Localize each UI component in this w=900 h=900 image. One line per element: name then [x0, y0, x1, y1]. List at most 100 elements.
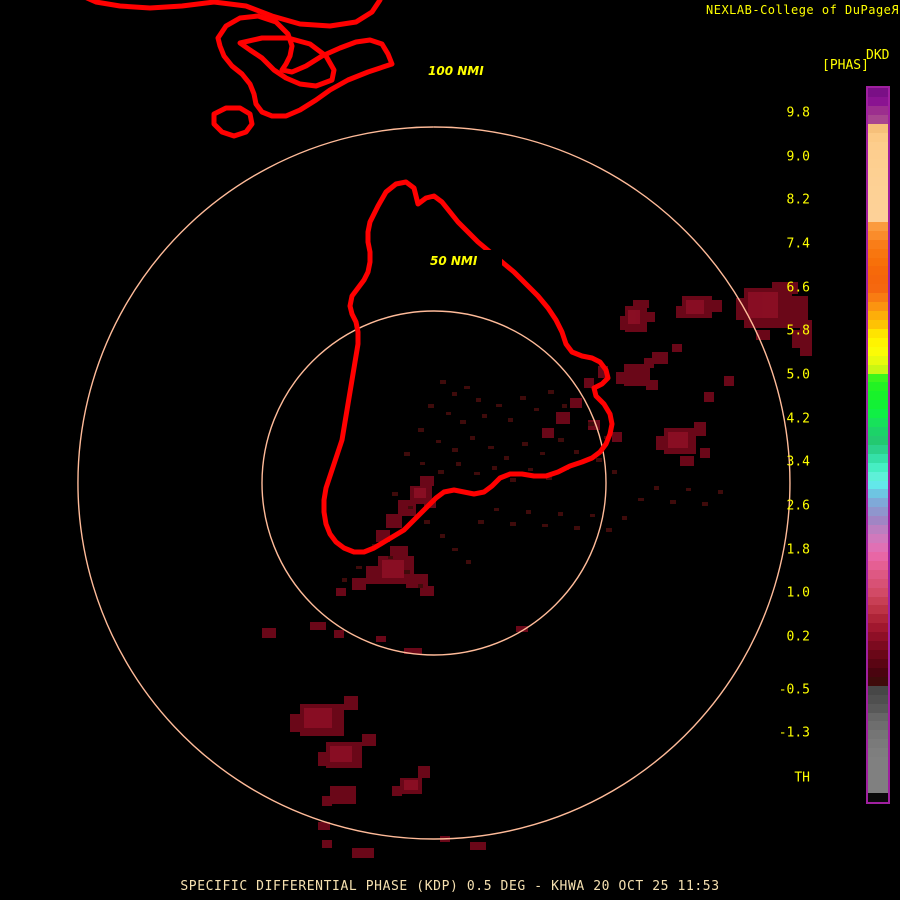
colorbar-field-label: DKD	[866, 48, 889, 63]
colorbar-segment-44	[868, 480, 888, 490]
range-ring-label-layer: 100 NMI 50 NMI	[418, 60, 514, 268]
colorbar-segment-73	[868, 739, 888, 749]
radar-canvas: 100 NMI 50 NMI	[77, 0, 812, 858]
range-ring-label-100nmi: 100 NMI	[428, 64, 484, 78]
colorbar-segment-62	[868, 641, 888, 651]
colorbar-tick-3: 7.4	[786, 236, 810, 252]
colorbar-segment-66	[868, 676, 888, 686]
colorbar-segment-69	[868, 703, 888, 713]
colorbar-field-text: DKD	[866, 48, 890, 63]
colorbar-segment-8	[868, 159, 888, 169]
colorbar-segment-30	[868, 355, 888, 365]
colorbar-segment-39	[868, 435, 888, 445]
colorbar-segment-50	[868, 534, 888, 544]
colorbar-segment-11	[868, 186, 888, 196]
ring-label-100-backing	[418, 60, 514, 78]
colorbar-segment-7	[868, 150, 888, 160]
colorbar-tick-14: -1.3	[778, 725, 810, 741]
colorbar-tick-11: 1.0	[786, 585, 810, 601]
colorbar-segment-45	[868, 489, 888, 499]
radar-plot-area: 100 NMI 50 NMI	[77, 0, 812, 858]
colorbar-segment-2	[868, 105, 888, 115]
colorbar-segment-18	[868, 248, 888, 258]
colorbar-segment-54	[868, 569, 888, 579]
range-ring-100nmi	[77, 126, 791, 840]
colorbar-segment-19	[868, 257, 888, 267]
colorbar-segment-68	[868, 694, 888, 704]
colorbar-segment-10	[868, 177, 888, 187]
colorbar-segment-42	[868, 462, 888, 472]
colorbar-segment-14	[868, 212, 888, 222]
product-title: SPECIFIC DIFFERENTIAL PHASE (KDP) 0.5 DE…	[180, 879, 720, 894]
colorbar-segment-33	[868, 382, 888, 392]
colorbar-segment-56	[868, 587, 888, 597]
colorbar-segment-59	[868, 614, 888, 624]
colorbar-segment-1	[868, 96, 888, 106]
colorbar-segment-47	[868, 507, 888, 517]
colorbar-tick-9: 2.6	[786, 498, 810, 514]
colorbar-segment-43	[868, 471, 888, 481]
colorbar-segment-36	[868, 409, 888, 419]
colorbar-segment-74	[868, 748, 888, 758]
colorbar-segment-34	[868, 391, 888, 401]
provider-credit-text: NEXLAB-College of DuPage	[706, 3, 892, 17]
colorbar-segment-17	[868, 239, 888, 249]
coastline-kahoolawe	[211, 105, 255, 139]
coastline-maui	[215, 13, 395, 119]
colorbar-segment-65	[868, 667, 888, 677]
colorbar-segment-79	[868, 792, 888, 802]
colorbar-segment-72	[868, 730, 888, 740]
colorbar-segment-67	[868, 685, 888, 695]
colorbar-segment-76	[868, 766, 888, 775]
colorbar-segment-22	[868, 284, 888, 294]
colorbar-segment-63	[868, 650, 888, 659]
colorbar-segment-0	[868, 88, 888, 97]
colorbar-segment-70	[868, 712, 888, 722]
colorbar-scale	[866, 86, 890, 804]
coastline-layer	[85, 0, 615, 555]
colorbar-segment-48	[868, 516, 888, 526]
colorbar-tick-13: -0.5	[778, 682, 810, 698]
colorbar-segment-4	[868, 123, 888, 133]
colorbar-tick-1: 9.0	[786, 149, 810, 165]
colorbar-segment-13	[868, 203, 888, 213]
colorbar-segment-52	[868, 551, 888, 561]
colorbar-segment-23	[868, 293, 888, 303]
colorbar-segment-55	[868, 578, 888, 588]
colorbar-below-threshold-label: TH	[794, 770, 810, 786]
colorbar-tick-2: 8.2	[786, 192, 810, 208]
colorbar-segment-6	[868, 141, 888, 151]
colorbar-segment-29	[868, 346, 888, 356]
colorbar-tick-12: 0.2	[786, 629, 810, 645]
colorbar-segment-53	[868, 560, 888, 570]
colorbar-tick-0: 9.8	[786, 105, 810, 121]
colorbar-segment-60	[868, 623, 888, 633]
colorbar-segment-24	[868, 302, 888, 312]
colorbar-segment-77	[868, 774, 888, 784]
colorbar-segment-32	[868, 373, 888, 383]
colorbar-tick-7: 4.2	[786, 411, 810, 427]
colorbar-unit-label: [PHAS]	[822, 58, 869, 73]
colorbar-segment-58	[868, 605, 888, 615]
range-ring-label-50nmi: 50 NMI	[430, 254, 478, 268]
colorbar-segment-49	[868, 525, 888, 535]
colorbar-tick-5: 5.8	[786, 323, 810, 339]
colorbar-segment-38	[868, 427, 888, 436]
provider-credit: NEXLAB-College of DuPageR	[706, 3, 899, 17]
colorbar-segment-15	[868, 221, 888, 231]
range-ring-50nmi	[261, 310, 607, 656]
colorbar-segment-75	[868, 757, 888, 767]
colorbar-segment-46	[868, 498, 888, 508]
colorbar-segment-61	[868, 632, 888, 642]
colorbar-tick-6: 5.0	[786, 367, 810, 383]
colorbar-segment-51	[868, 543, 888, 552]
colorbar-segment-41	[868, 453, 888, 463]
colorbar-segment-31	[868, 364, 888, 374]
colorbar-segment-78	[868, 783, 888, 793]
colorbar-segment-27	[868, 328, 888, 338]
radar-echo-layer	[262, 282, 812, 858]
colorbar-segment-21	[868, 275, 888, 285]
colorbar-tick-8: 3.4	[786, 454, 810, 470]
colorbar-panel: DKD [PHAS] 9.8 9.0 8.2 7.4 6.6 5.8 5.0 4.2 3.4 2.…	[779, 0, 900, 900]
